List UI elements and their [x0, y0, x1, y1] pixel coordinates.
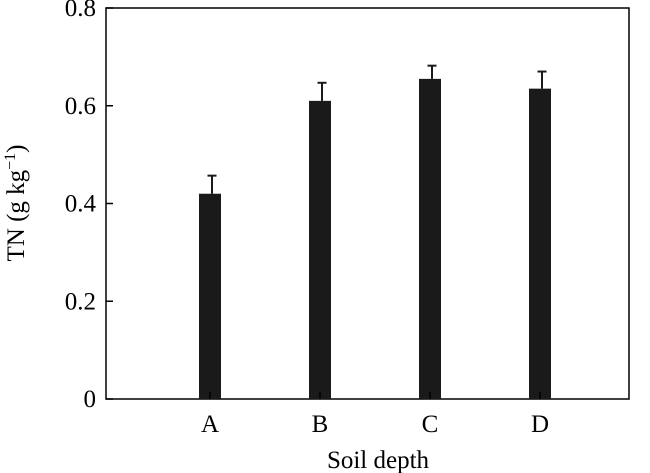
y-axis: 0 0.2 0.4 0.6 0.8	[65, 0, 113, 413]
x-tick-label: D	[531, 411, 549, 438]
x-tick-label: A	[201, 411, 219, 438]
y-tick-label: 0	[84, 386, 97, 413]
x-tick-label: B	[312, 411, 329, 438]
y-tick-label: 0.6	[65, 93, 96, 120]
y-tick-label: 0.4	[65, 191, 97, 218]
x-axis-title: Soil depth	[327, 447, 430, 473]
y-axis-title-sup: −1	[2, 153, 19, 170]
y-tick-label: 0.8	[65, 0, 96, 22]
y-axis-title-base: TN (g kg	[3, 169, 30, 261]
bar	[199, 193, 221, 399]
bar	[309, 100, 331, 400]
y-tick-label: 0.2	[65, 288, 96, 315]
bar	[529, 88, 551, 400]
x-axis: A B C D	[201, 392, 549, 438]
y-axis-title-close: )	[3, 144, 30, 152]
y-axis-title: TN (g kg−1)	[2, 144, 30, 261]
x-tick-label: C	[422, 411, 439, 438]
bar-series	[199, 64, 551, 400]
bar	[419, 78, 441, 400]
